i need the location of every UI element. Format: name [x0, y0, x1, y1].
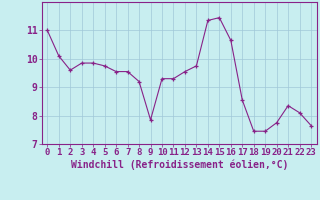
- X-axis label: Windchill (Refroidissement éolien,°C): Windchill (Refroidissement éolien,°C): [70, 160, 288, 170]
